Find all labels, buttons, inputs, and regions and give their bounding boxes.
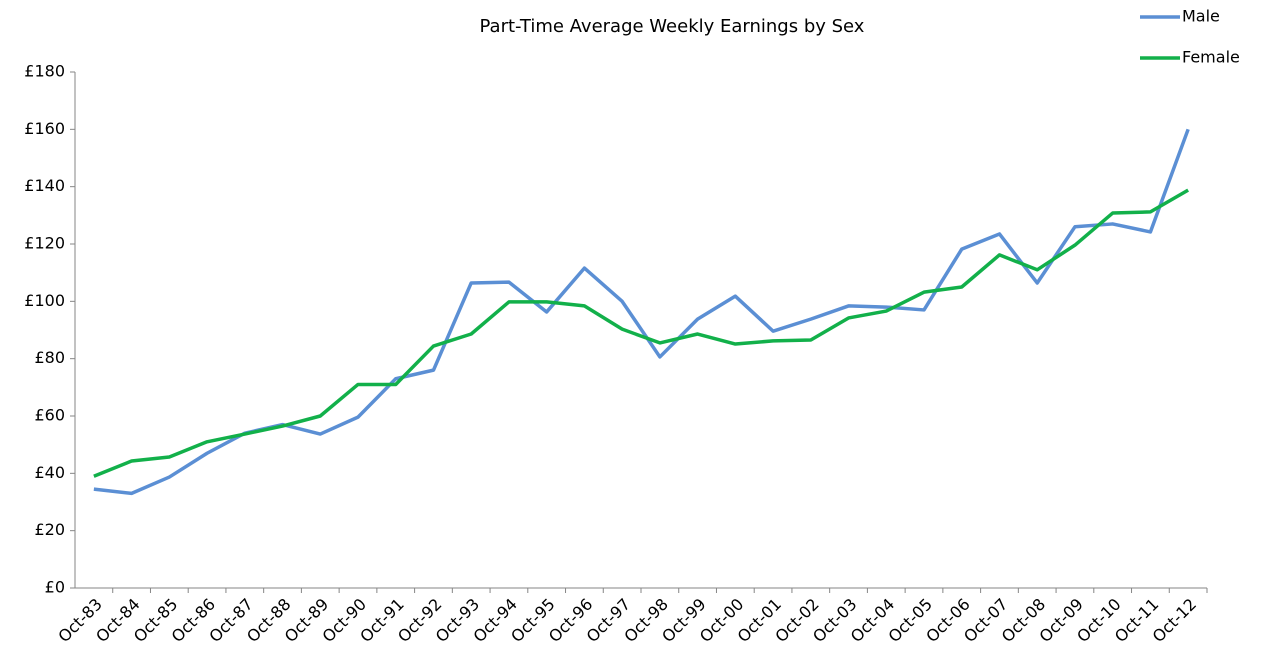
y-tick-label: £40 [34,463,65,482]
y-tick-label: £0 [45,578,65,597]
series-line [93,128,1190,496]
legend-label: Male [1182,7,1220,26]
y-tick-label: £100 [24,291,65,310]
y-tick-label: £80 [34,348,65,367]
y-tick-label: £140 [24,176,65,195]
y-tick-label: £120 [24,234,65,253]
y-tick-label: £60 [34,406,65,425]
y-tick-label: £20 [34,520,65,539]
series-line [93,188,1190,478]
legend-label: Female [1182,48,1240,67]
chart-title: Part-Time Average Weekly Earnings by Sex [480,16,865,37]
y-tick-label: £160 [24,119,65,138]
y-tick-label: £180 [24,62,65,81]
